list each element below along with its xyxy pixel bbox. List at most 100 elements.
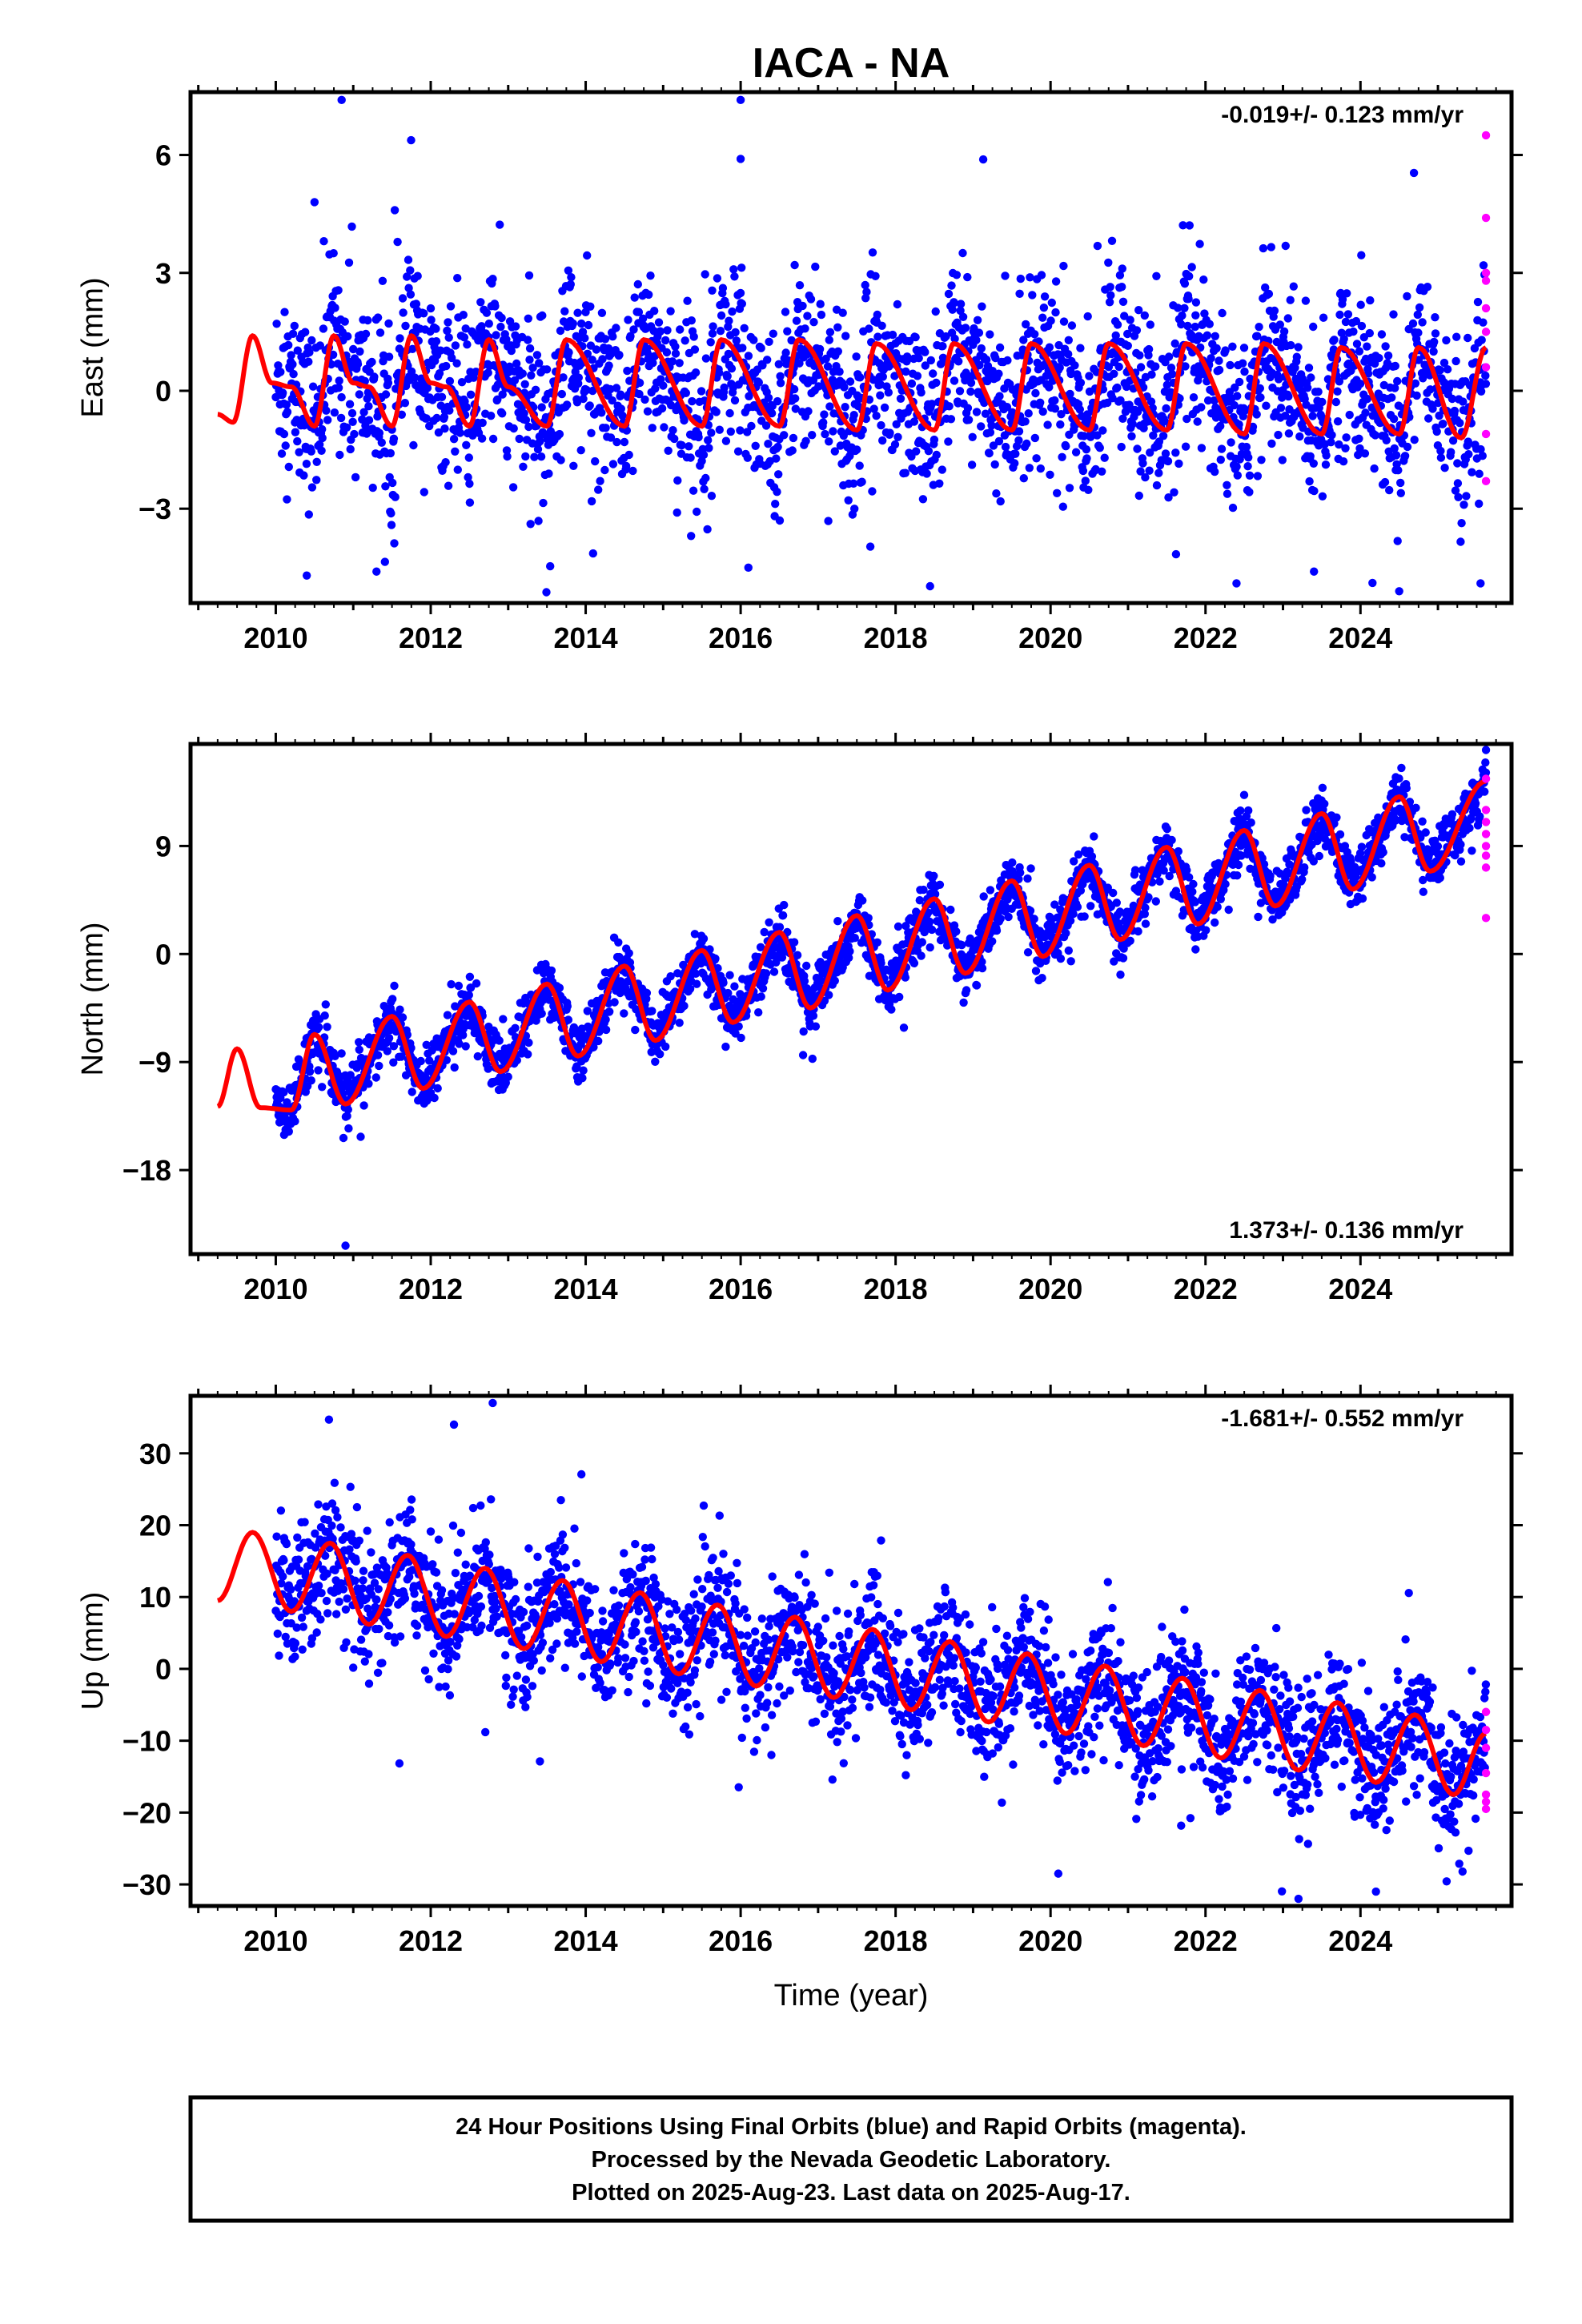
data-point [706,338,715,347]
data-point [578,1074,587,1083]
data-point [950,298,958,307]
data-point [1391,451,1401,460]
data-point [538,311,547,320]
data-point [465,479,474,489]
data-point [383,379,393,388]
data-point [1050,404,1060,413]
data-point [731,1029,740,1038]
data-point [1283,314,1293,323]
data-point [1245,488,1254,497]
data-point [699,934,709,943]
data-point [1171,448,1180,457]
data-point [1116,396,1125,405]
data-point [662,348,672,357]
data-point [477,434,487,443]
data-point [531,385,540,394]
outlier-point [736,155,745,163]
data-point [1381,342,1390,351]
data-point [780,431,789,440]
data-point [283,495,291,504]
data-point [1435,411,1443,420]
data-point [349,344,358,354]
data-point [1051,308,1060,317]
data-point [537,403,546,412]
data-point [390,539,399,548]
data-point [342,423,351,432]
data-point [944,289,954,299]
data-point [319,324,328,333]
x-tick-label: 2022 [1174,621,1238,654]
data-point [1227,438,1235,447]
data-point [780,900,789,910]
data-point [1010,459,1019,468]
data-point [1128,420,1137,428]
data-point [528,364,537,372]
data-point [568,319,577,328]
data-point [673,508,681,517]
data-point [464,453,473,462]
data-point [757,992,765,1001]
data-point [622,461,631,471]
data-point [975,360,984,370]
data-point [761,969,771,978]
data-point [950,334,959,344]
data-point [686,453,695,462]
data-point [1390,444,1399,453]
data-point [503,452,512,461]
data-point [978,155,988,164]
data-point [1228,503,1238,513]
data-point [994,369,1003,378]
data-point [1424,414,1433,423]
data-point [1323,375,1333,384]
data-point [1211,332,1220,340]
data-point [623,366,632,376]
data-point [339,1133,348,1143]
data-point [492,331,500,340]
data-point [1256,899,1266,907]
data-point [666,307,675,316]
data-point [618,411,627,420]
outlier-point [1310,567,1319,576]
data-point [1338,295,1347,304]
data-point [542,365,552,374]
data-point [396,1005,404,1014]
data-point [1298,875,1307,884]
data-point [795,359,804,368]
data-point [524,422,533,432]
data-point [1014,436,1023,445]
data-point [1023,874,1032,883]
data-point [1141,919,1150,928]
data-point [861,280,869,290]
data-point [907,379,917,388]
data-point [747,421,756,431]
data-point [956,300,966,308]
data-point [1082,445,1091,454]
data-point [648,424,656,432]
data-point [381,482,390,491]
data-point [399,308,408,317]
data-point [927,925,937,935]
data-point [1240,367,1249,376]
data-point [895,992,904,1002]
data-point [1098,426,1107,435]
outlier-point [744,563,753,573]
data-point [964,416,974,424]
data-point [308,382,318,391]
data-point [1132,326,1142,335]
data-point [825,402,834,411]
data-point [330,408,339,417]
data-point [1133,444,1142,453]
data-point [1236,806,1245,815]
data-point [1066,916,1075,925]
data-point [1335,377,1344,386]
data-point [1230,400,1239,410]
data-point [484,320,493,328]
data-point [986,428,995,437]
data-point [563,400,572,409]
data-point [727,364,737,373]
data-point [404,283,413,292]
data-point [355,390,363,399]
data-point [1083,312,1092,321]
data-point [355,1038,363,1047]
data-point [1473,297,1483,307]
